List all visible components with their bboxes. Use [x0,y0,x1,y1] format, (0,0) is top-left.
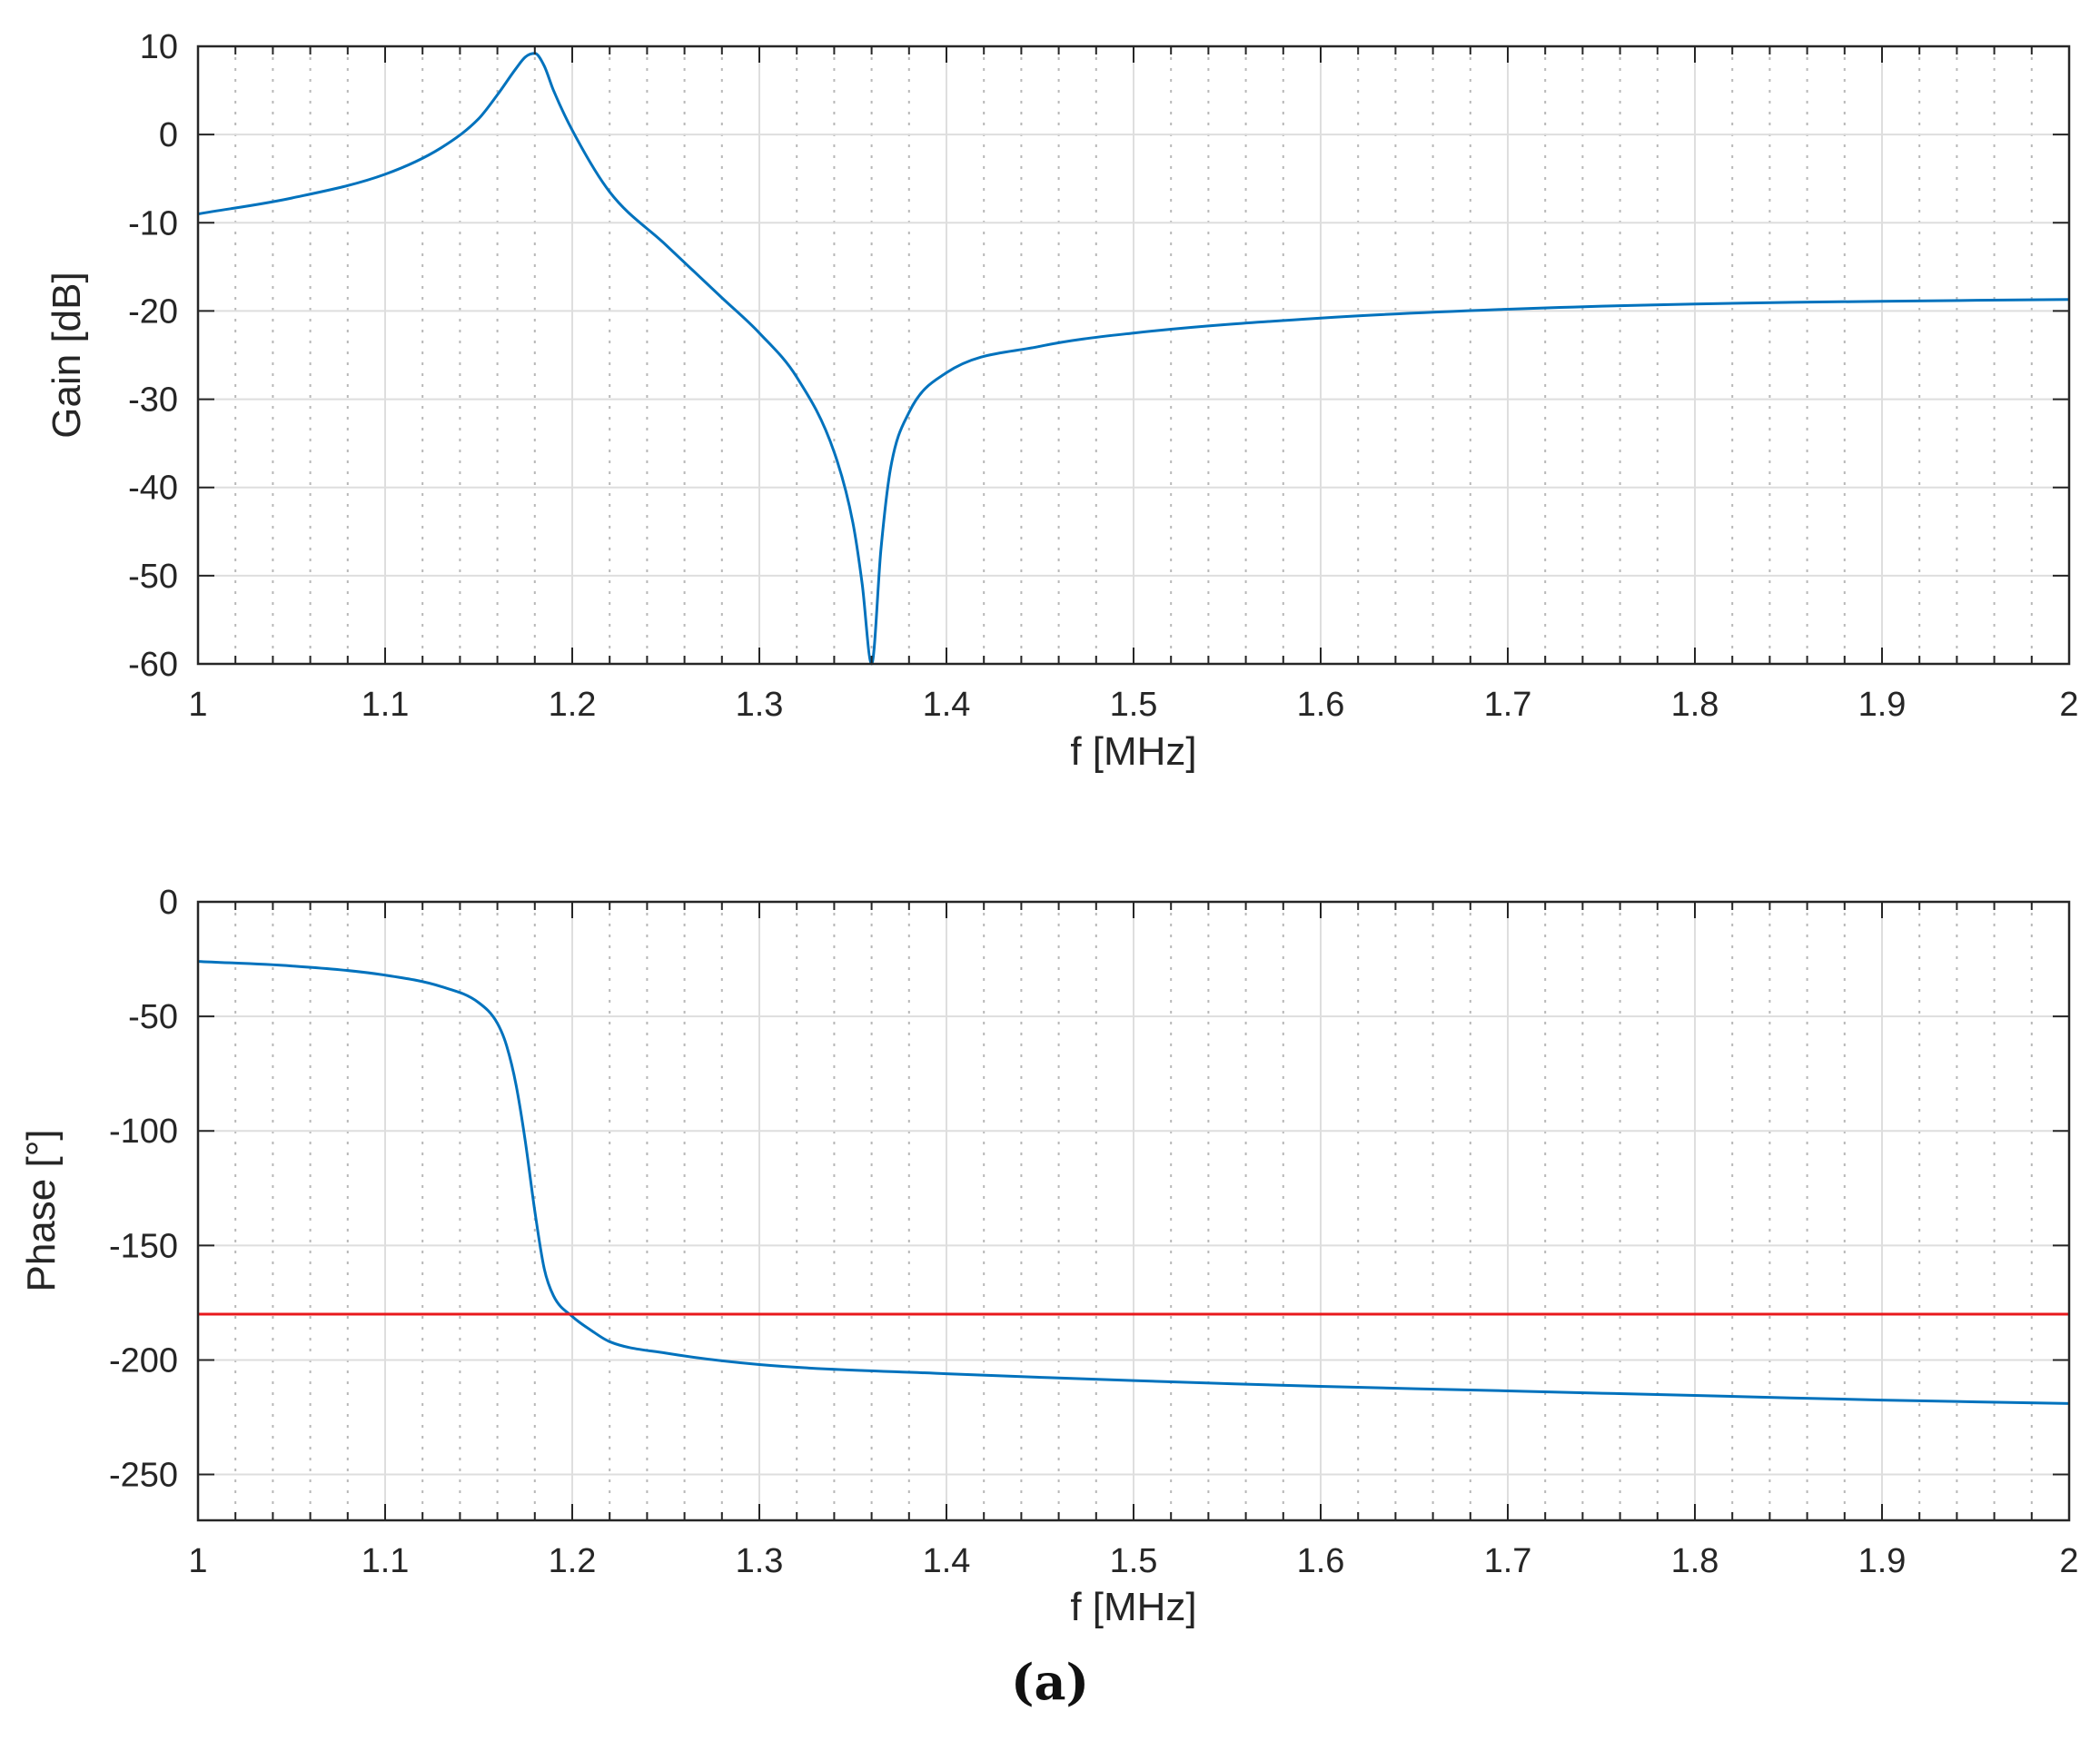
gain-x-tick-label: 1.4 [923,686,971,724]
phase-x-tick-label: 1.8 [1671,1542,1719,1580]
phase-x-tick-label: 1.6 [1297,1542,1345,1580]
gain-x-tick-label: 1 [188,686,207,724]
phase-tick-labels: 1 1.1 1.2 1.3 1.4 1.5 1.6 1.7 1.8 1.9 2 0 -50 -100 -15… [109,884,2079,1580]
gain-series [197,52,2070,666]
figure-caption: (a) [1010,1653,1090,1711]
gain-x-tick-label: 1.6 [1297,686,1345,724]
gain-x-tick-label: 2 [2059,686,2078,724]
phase-x-tick-label: 1.4 [923,1542,971,1580]
phase-x-tick-label: 1.7 [1484,1542,1532,1580]
gain-plot: 1 1.1 1.2 1.3 1.4 1.5 1.6 1.7 1.8 1.9 2 10 0 -10 -20 -3… [45,28,2079,774]
phase-y-tick-label: -250 [109,1457,178,1495]
phase-x-tick-label: 1.5 [1110,1542,1158,1580]
gain-y-tick-label: 0 [159,116,178,154]
gain-ticks [197,45,2070,665]
gain-x-tick-label: 1.8 [1671,686,1719,724]
phase-ticks [197,901,2070,1520]
phase-series [197,960,2070,1405]
phase-x-tick-label: 1.3 [736,1542,784,1580]
gain-series-line-0 [197,52,2070,666]
phase-y-tick-label: -200 [109,1341,178,1380]
gain-x-tick-label: 1.2 [549,686,597,724]
phase-x-tick-label: 1.9 [1858,1542,1907,1580]
gain-x-tick-label: 1.5 [1110,686,1158,724]
gain-x-axis-label: f [MHz] [1070,729,1196,774]
gain-y-tick-label: -60 [128,646,178,684]
phase-x-axis-label: f [MHz] [1070,1585,1196,1629]
phase-y-tick-label: -100 [109,1113,178,1151]
gain-y-tick-label: -30 [128,381,178,420]
gain-x-tick-label: 1.7 [1484,686,1532,724]
gain-y-tick-label: -10 [128,204,178,242]
gain-x-tick-label: 1.1 [362,686,410,724]
gain-y-tick-label: 10 [140,28,178,66]
gain-x-tick-label: 1.9 [1858,686,1907,724]
phase-x-tick-label: 2 [2059,1542,2078,1580]
gain-grid [198,46,2069,664]
phase-y-axis-label: Phase [°] [19,1129,64,1291]
gain-x-tick-label: 1.3 [736,686,784,724]
phase-grid [198,902,2069,1520]
gain-y-axis-label: Gain [dB] [45,272,89,438]
phase-x-tick-label: 1.2 [549,1542,597,1580]
phase-x-tick-label: 1.1 [362,1542,410,1580]
gain-y-tick-label: -40 [128,470,178,508]
gain-y-tick-label: -50 [128,558,178,596]
phase-series-line-0 [197,960,2070,1405]
phase-y-tick-label: 0 [159,884,178,922]
phase-x-tick-label: 1 [188,1542,207,1580]
gain-tick-labels: 1 1.1 1.2 1.3 1.4 1.5 1.6 1.7 1.8 1.9 2 10 0 -10 -20 -3… [128,28,2078,724]
phase-y-tick-label: -150 [109,1227,178,1265]
phase-y-tick-label: -50 [128,998,178,1036]
phase-plot: 1 1.1 1.2 1.3 1.4 1.5 1.6 1.7 1.8 1.9 2 0 -50 -100 -15… [19,884,2079,1629]
gain-y-tick-label: -20 [128,292,178,331]
